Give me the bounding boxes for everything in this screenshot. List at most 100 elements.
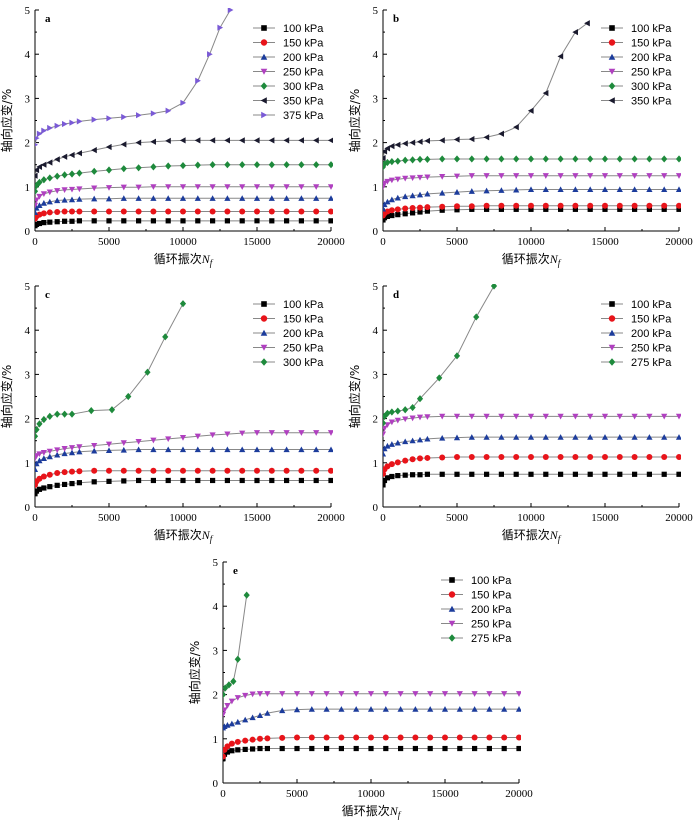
data-point	[76, 468, 83, 475]
data-point	[427, 745, 433, 752]
data-point	[150, 163, 157, 171]
data-point	[224, 703, 231, 709]
data-point	[150, 208, 157, 215]
data-point	[409, 437, 416, 444]
data-point	[417, 204, 423, 211]
y-tick-label: 4	[213, 601, 219, 613]
data-point	[631, 434, 638, 440]
data-point	[194, 208, 201, 215]
data-point	[120, 208, 127, 215]
y-tick-label: 1	[373, 458, 379, 470]
data-point	[36, 163, 43, 171]
data-point	[572, 173, 579, 179]
data-point	[165, 162, 172, 170]
data-point	[338, 691, 345, 697]
data-point	[383, 450, 387, 457]
data-point	[40, 176, 47, 184]
data-point	[268, 208, 275, 215]
data-point	[675, 155, 681, 163]
data-point	[264, 691, 271, 697]
series-300-kpa	[35, 161, 333, 195]
data-point	[402, 193, 409, 200]
legend-label: 150 kPa	[471, 590, 512, 602]
data-point	[416, 138, 423, 145]
data-point	[498, 454, 505, 461]
data-point	[453, 352, 461, 360]
data-point	[501, 706, 508, 712]
data-point	[298, 218, 304, 224]
data-point	[209, 208, 216, 215]
legend-marker	[260, 39, 268, 46]
data-point	[195, 218, 201, 224]
data-point	[69, 480, 75, 487]
data-point	[498, 471, 504, 477]
data-point	[165, 137, 171, 144]
data-point	[557, 53, 564, 60]
legend-marker	[608, 39, 616, 46]
data-point	[453, 189, 461, 195]
data-point	[239, 195, 246, 201]
data-point	[424, 454, 431, 461]
legend: 100 kPa 150 kPa 200 kPa 250 kPa 300 kPa 350 k…	[601, 23, 672, 108]
data-point	[313, 446, 320, 453]
data-point	[179, 184, 187, 190]
data-point	[242, 737, 249, 744]
data-point	[76, 444, 83, 450]
data-point	[283, 195, 290, 201]
data-point	[165, 446, 172, 453]
data-point	[601, 173, 609, 179]
data-point	[223, 707, 228, 714]
y-tick-label: 2	[373, 414, 379, 426]
y-tick-label: 0	[373, 226, 379, 238]
data-point	[224, 208, 231, 215]
data-point	[616, 186, 623, 193]
legend-label: 250 kPa	[283, 67, 324, 79]
data-point	[483, 434, 490, 440]
data-point	[468, 135, 475, 143]
x-tick-label: 20000	[505, 788, 533, 800]
data-point	[135, 467, 142, 474]
data-point	[180, 99, 187, 106]
data-point	[572, 434, 579, 440]
data-point	[402, 406, 409, 414]
x-tick-label: 5000	[446, 512, 469, 524]
data-point	[498, 155, 505, 163]
data-point	[383, 470, 386, 477]
data-point	[209, 184, 216, 190]
data-point	[389, 212, 395, 219]
data-point	[76, 208, 83, 215]
data-point	[91, 479, 97, 485]
y-tick-label: 3	[373, 369, 379, 381]
data-point	[120, 184, 127, 191]
data-point	[91, 218, 97, 224]
data-point	[242, 716, 249, 723]
data-point	[402, 472, 408, 478]
data-point	[54, 188, 61, 194]
data-point	[439, 434, 446, 441]
data-point	[501, 691, 508, 697]
data-point	[402, 211, 408, 217]
data-point	[165, 218, 171, 224]
data-point	[239, 430, 246, 437]
legend-label: 375 kPa	[283, 110, 324, 122]
data-point	[542, 454, 549, 461]
data-point	[468, 155, 475, 163]
data-point	[388, 207, 395, 214]
data-point	[439, 413, 446, 420]
data-point	[587, 202, 594, 209]
data-point	[69, 468, 75, 475]
data-point	[54, 451, 61, 458]
data-point	[249, 714, 256, 721]
data-point	[298, 446, 305, 453]
data-point	[35, 187, 39, 195]
data-point	[383, 148, 388, 155]
data-point	[572, 202, 579, 209]
data-point	[584, 20, 590, 27]
data-point	[513, 454, 520, 461]
data-point	[382, 734, 389, 741]
data-point	[456, 734, 463, 741]
data-point	[61, 208, 68, 215]
y-tick-label: 0	[25, 226, 31, 238]
data-point	[498, 434, 505, 440]
data-point	[416, 436, 424, 443]
